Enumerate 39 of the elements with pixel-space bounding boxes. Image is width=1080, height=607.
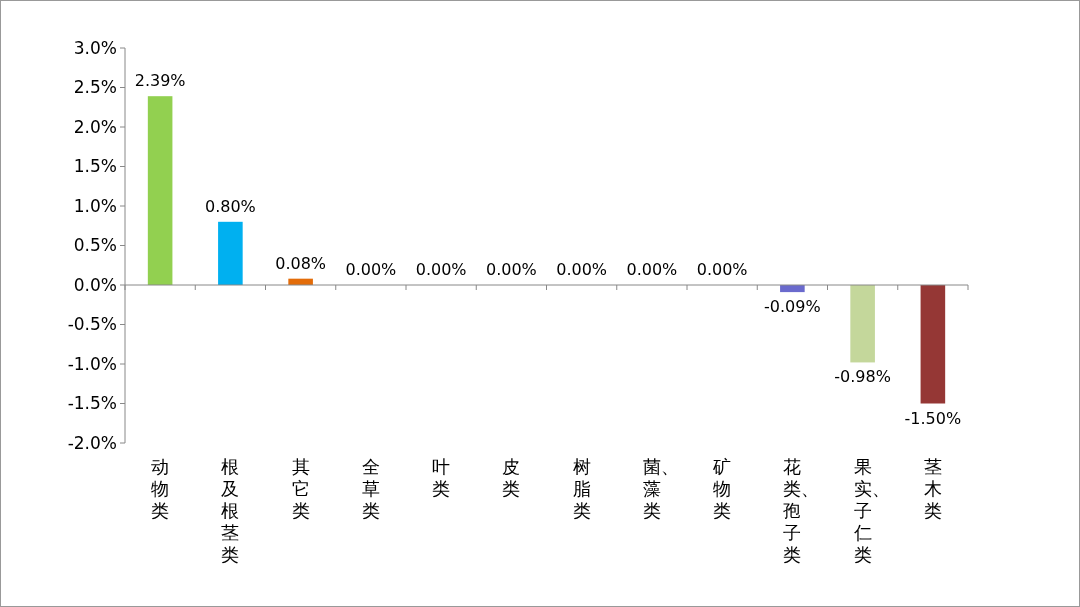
y-tick-label: -0.5%	[67, 314, 117, 335]
y-tick-label: 3.0%	[73, 37, 117, 58]
y-tick-label: -2.0%	[67, 432, 117, 453]
data-label: 2.39%	[134, 71, 186, 91]
x-tick-label: 根及根茎类	[221, 456, 240, 565]
y-tick-label: -1.0%	[67, 353, 117, 374]
data-label: 0.00%	[415, 260, 467, 279]
bar	[920, 285, 946, 404]
bar	[850, 285, 875, 363]
x-tick-label: 动物类	[151, 456, 170, 521]
x-tick-label: 树脂类	[572, 456, 591, 521]
y-tick-label: -1.5%	[67, 393, 117, 414]
x-tick-label: 果实、子仁类	[852, 456, 890, 565]
bar	[218, 221, 243, 285]
x-tick-label: 菌、藻类	[642, 456, 679, 521]
data-label: 0.00%	[485, 260, 537, 279]
data-label: -1.50%	[904, 408, 962, 428]
y-tick-label: 1.5%	[73, 156, 117, 177]
y-tick-label: 1.0%	[73, 195, 117, 216]
x-tick-label: 全草类	[361, 456, 380, 521]
x-tick-label: 花类、孢子类	[783, 456, 820, 565]
data-label: -0.98%	[834, 367, 891, 387]
data-label: 0.08%	[275, 253, 327, 273]
x-tick-label: 茎木类	[923, 456, 942, 521]
x-tick-label: 叶类	[432, 456, 451, 499]
y-tick-label: 0.5%	[73, 235, 117, 256]
data-label: 0.00%	[345, 260, 397, 279]
y-tick-label: 2.0%	[73, 116, 117, 137]
data-label: 0.80%	[204, 196, 256, 216]
data-label: 0.00%	[696, 260, 748, 279]
data-label: -0.09%	[764, 297, 821, 317]
bar	[147, 96, 173, 285]
x-tick-label: 其它类	[291, 456, 310, 521]
y-tick-label: 2.5%	[73, 77, 117, 98]
y-tick-label: 0.0%	[73, 274, 117, 295]
data-label: 0.00%	[626, 260, 678, 279]
data-label: 0.00%	[556, 260, 608, 279]
x-tick-label: 矿物类	[712, 456, 732, 521]
x-tick-label: 皮类	[502, 456, 521, 499]
